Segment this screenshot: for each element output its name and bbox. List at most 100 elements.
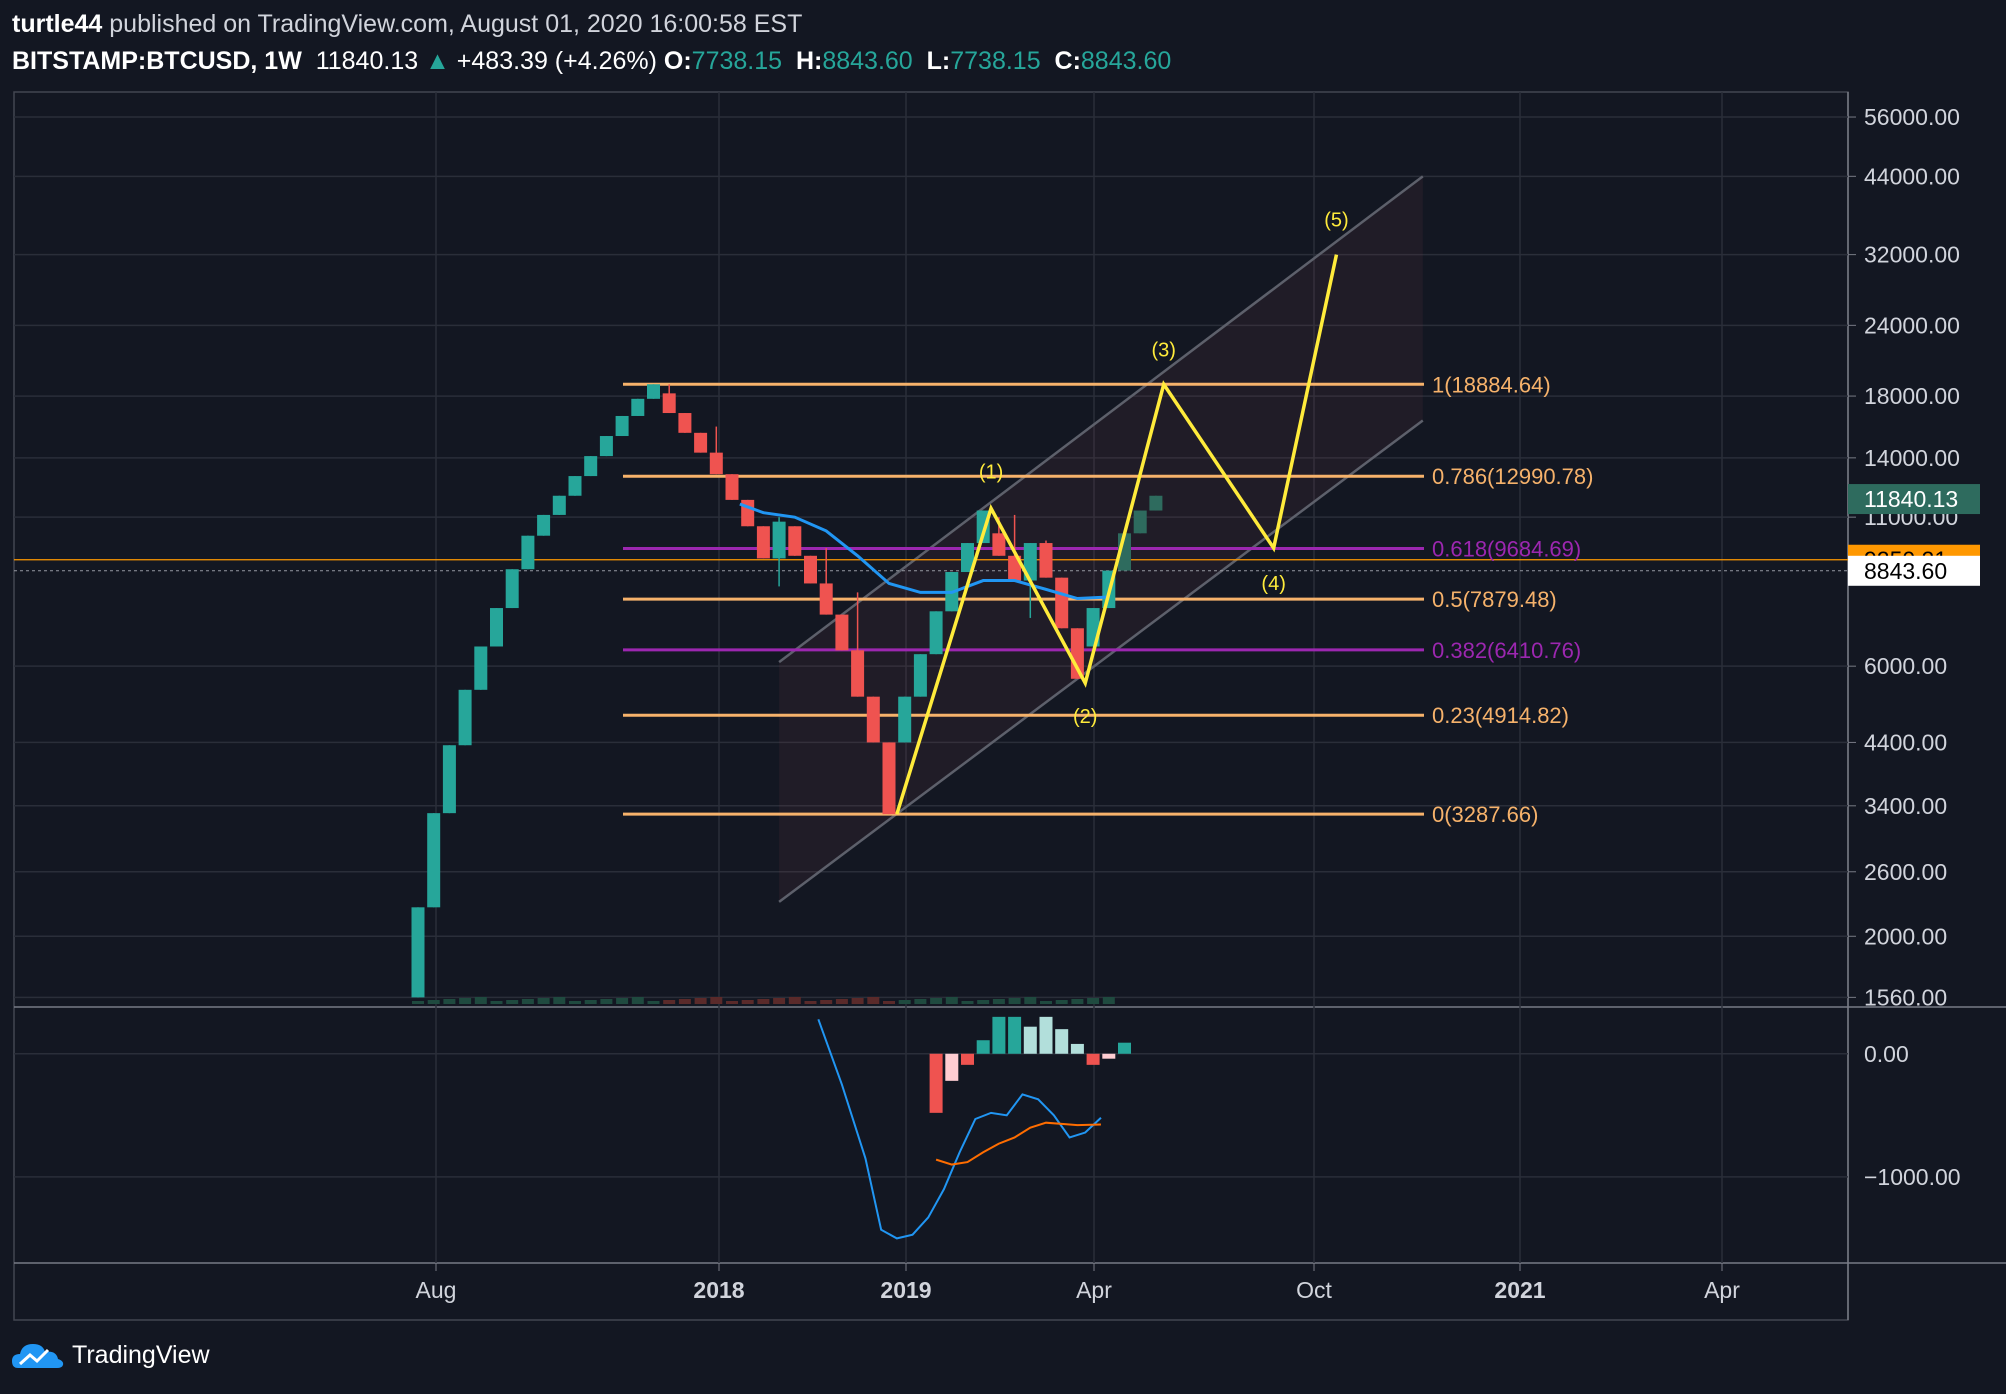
volume-bar xyxy=(898,1000,911,1004)
symbol-label[interactable]: BITSTAMP:BTCUSD, 1W xyxy=(12,47,302,75)
publisher-name[interactable]: turtle44 xyxy=(12,10,103,38)
price-axis-badge xyxy=(1848,484,1980,515)
candle xyxy=(709,452,723,475)
candle xyxy=(725,474,739,500)
channel-lower-line xyxy=(778,419,1424,903)
volume-bar xyxy=(474,997,487,1004)
candle xyxy=(599,436,613,457)
candle xyxy=(631,398,645,416)
candle xyxy=(537,514,551,536)
volume-bar xyxy=(490,1001,503,1004)
fib-level-label: 0.5(7879.48) xyxy=(1432,587,1557,612)
price-axis-badge-text: 8843.60 xyxy=(1864,558,1947,584)
volume-bar xyxy=(678,999,691,1004)
tradingview-logo[interactable]: TradingView xyxy=(12,1340,210,1370)
fib-level-label: 0.786(12990.78) xyxy=(1432,464,1593,489)
candle xyxy=(568,476,582,496)
candle xyxy=(819,583,833,615)
low-label: L: xyxy=(926,47,951,75)
volume-bar xyxy=(1087,998,1100,1004)
volume-bar xyxy=(835,999,848,1004)
y-tick-label: 2600.00 xyxy=(1864,859,1947,885)
projected-candle xyxy=(1133,510,1147,534)
candle xyxy=(1039,543,1053,578)
volume-bar xyxy=(694,998,707,1004)
volume-bar xyxy=(647,1001,660,1004)
publish-line: turtle44 published on TradingView.com, A… xyxy=(12,6,1171,43)
volume-bar xyxy=(412,1001,424,1004)
candle xyxy=(1008,555,1022,581)
y-tick-label: 44000.00 xyxy=(1864,163,1960,189)
close-value: 8843.60 xyxy=(1080,47,1172,75)
grid xyxy=(13,91,2006,1321)
y-tick-label: 6000.00 xyxy=(1864,653,1947,679)
candle xyxy=(851,650,865,697)
projected-candle xyxy=(1149,495,1163,511)
macd-histogram-bar xyxy=(1102,1053,1116,1059)
candle xyxy=(866,696,880,743)
candle xyxy=(804,555,817,584)
cloud-icon xyxy=(12,1344,64,1368)
candle xyxy=(772,521,786,559)
volume-bar xyxy=(945,997,958,1004)
volume-bar xyxy=(726,1001,738,1004)
candle xyxy=(521,535,535,570)
candle xyxy=(662,393,676,414)
macd-y-tick-label: 0.00 xyxy=(1864,1041,1909,1067)
up-arrow-icon: ▲ xyxy=(425,47,450,75)
fib-level-label: 0.382(6410.76) xyxy=(1432,638,1581,663)
y-tick-label: 24000.00 xyxy=(1864,312,1960,338)
candle xyxy=(442,745,456,814)
x-tick-label: Oct xyxy=(1296,1277,1332,1303)
candle xyxy=(929,611,943,655)
volume-bar xyxy=(537,998,550,1004)
volume-bar xyxy=(443,999,456,1004)
y-tick-label: 2000.00 xyxy=(1864,923,1947,949)
candle xyxy=(835,614,849,651)
high-value: 8843.60 xyxy=(822,47,913,75)
fib-level-label: 0(3287.66) xyxy=(1432,802,1538,827)
candle xyxy=(427,813,441,908)
volume-bar xyxy=(930,998,943,1004)
open-label: O: xyxy=(663,47,692,75)
volume-bar xyxy=(1024,997,1037,1004)
volume-bar xyxy=(631,997,644,1004)
macd-y-tick-label: −1000.00 xyxy=(1864,1164,1961,1190)
y-tick-label: 32000.00 xyxy=(1864,242,1960,268)
volume-bar xyxy=(521,999,534,1004)
wave-label: (3) xyxy=(1152,339,1176,361)
macd-line xyxy=(817,1018,1102,1240)
volume-bar xyxy=(992,999,1005,1004)
macd-histogram-bar xyxy=(1086,1053,1100,1065)
macd-histogram-bar xyxy=(961,1053,974,1065)
macd-pane[interactable] xyxy=(817,1016,1131,1240)
publish-info: published on TradingView.com, August 01,… xyxy=(109,10,803,38)
price-change: +483.39 (+4.26%) xyxy=(456,47,657,75)
candle xyxy=(458,689,472,746)
wave-label: (4) xyxy=(1261,573,1285,595)
open-value: 7738.15 xyxy=(691,47,783,75)
volume-bar xyxy=(773,998,786,1004)
volume-bar xyxy=(584,1000,597,1004)
candle xyxy=(411,907,425,998)
macd-histogram-bar xyxy=(945,1053,959,1081)
signal-line xyxy=(935,1121,1101,1166)
high-label: H: xyxy=(795,47,823,75)
x-tick-label: Aug xyxy=(416,1277,457,1303)
candle xyxy=(1023,543,1037,581)
wave-label: (1) xyxy=(979,461,1003,483)
price-axis-badge-text: 11840.13 xyxy=(1864,486,1958,512)
macd-histogram-bar xyxy=(1055,1029,1069,1054)
macd-histogram-bar xyxy=(1008,1016,1022,1054)
low-value: 7738.15 xyxy=(950,47,1041,75)
volume-bar xyxy=(1040,1001,1052,1004)
chart-header: turtle44 published on TradingView.com, A… xyxy=(12,6,1171,80)
price-pane[interactable]: 1(18884.64) 0.786(12990.78) 0.618(9684.69)… xyxy=(14,175,1848,1004)
volume-bar xyxy=(663,1000,676,1004)
macd-histogram-bar xyxy=(1023,1026,1037,1054)
candle xyxy=(647,384,660,399)
volume-bar xyxy=(977,1000,990,1004)
macd-histogram-bar xyxy=(1039,1016,1053,1054)
x-tick-label: 2021 xyxy=(1494,1277,1545,1303)
